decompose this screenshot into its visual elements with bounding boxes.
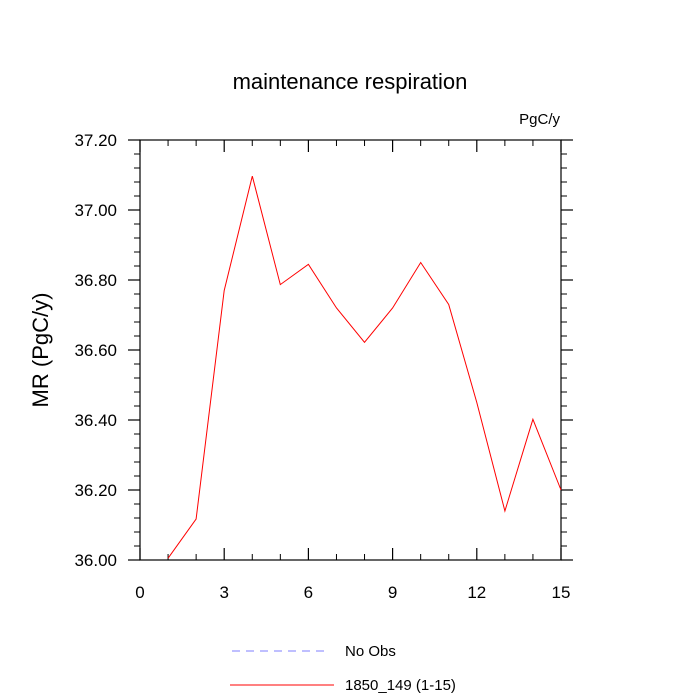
x-tick-label: 12 [467,583,486,602]
x-tick-label: 9 [388,583,397,602]
x-tick-label: 6 [304,583,313,602]
y-axis-label: MR (PgC/y) [28,293,53,408]
x-tick-label: 3 [219,583,228,602]
y-tick-label: 37.00 [74,201,117,220]
plot-frame [139,139,562,561]
y-tick-label: 36.00 [74,551,117,570]
units-label: PgC/y [519,111,560,128]
chart-title: maintenance respiration [233,69,468,94]
y-tick-label: 36.40 [74,411,117,430]
series-layer [167,175,562,559]
x-tick-label: 0 [135,583,144,602]
legend-label: No Obs [345,643,396,660]
y-tick-label: 36.80 [74,271,117,290]
legend-label: 1850_149 (1-15) [345,677,456,694]
x-tick-label: 15 [552,583,571,602]
series-line [167,175,562,559]
y-tick-label: 36.60 [74,341,117,360]
axis-ticks [128,139,573,561]
legend: No Obs 1850_149 (1-15) [230,643,456,694]
axis-tick-labels: 0 3 6 9 12 15 36.00 36.20 36.40 36.60 36.80 37.00 37… [74,131,570,602]
y-tick-label: 36.20 [74,481,117,500]
y-tick-label: 37.20 [74,131,117,150]
